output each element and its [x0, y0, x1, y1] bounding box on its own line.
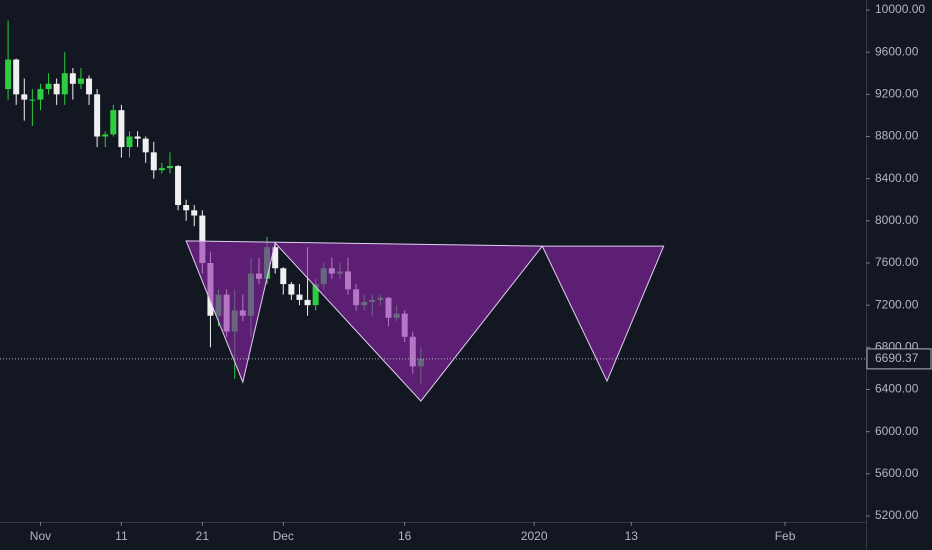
- candle-body: [304, 299, 311, 306]
- candle-body: [37, 89, 44, 100]
- candle-body: [13, 59, 20, 95]
- candle-body: [102, 134, 109, 137]
- candle-body: [86, 78, 93, 95]
- candle-body: [45, 83, 52, 90]
- candle-body: [288, 284, 295, 295]
- pattern-drawing: [185, 240, 665, 402]
- y-tick-label: 6000.00: [875, 424, 919, 438]
- x-tick-label: Feb: [775, 529, 796, 543]
- candle-body: [69, 73, 76, 84]
- candle-body: [158, 168, 165, 171]
- candle-body: [296, 294, 303, 300]
- candle-body: [29, 99, 36, 101]
- candle-body: [175, 166, 182, 206]
- x-tick-label: 13: [625, 529, 639, 543]
- candle-body: [166, 166, 173, 169]
- y-tick-label: 6400.00: [875, 382, 919, 396]
- y-tick-label: 10000.00: [875, 2, 925, 16]
- candle-body: [94, 94, 101, 137]
- candle-body: [134, 136, 141, 139]
- candle-body: [77, 78, 84, 84]
- candle-body: [118, 110, 125, 148]
- y-tick-label: 9600.00: [875, 44, 919, 58]
- candle-body: [61, 73, 68, 95]
- candle-body: [150, 152, 157, 171]
- y-tick-label: 8000.00: [875, 213, 919, 227]
- candle-body: [142, 138, 149, 153]
- x-tick-label: Dec: [273, 529, 294, 543]
- candle-body: [53, 83, 60, 95]
- candle-body: [272, 247, 279, 269]
- candle-body: [21, 94, 28, 100]
- y-tick-label: 7600.00: [875, 255, 919, 269]
- candle-body: [199, 215, 206, 264]
- y-tick-label: 8400.00: [875, 171, 919, 185]
- x-tick-label: 16: [398, 529, 412, 543]
- y-tick-label: 7200.00: [875, 297, 919, 311]
- x-tick-label: 11: [115, 529, 128, 543]
- candle-body: [183, 205, 190, 211]
- candle-body: [5, 59, 12, 90]
- candle-body: [191, 210, 198, 216]
- x-tick-label: Nov: [30, 529, 51, 543]
- candle-body: [312, 284, 319, 306]
- last-price-box: [866, 348, 932, 370]
- x-tick-label: 2020: [521, 529, 548, 543]
- y-tick-label: 5200.00: [875, 508, 919, 522]
- y-tick-label: 5600.00: [875, 466, 919, 480]
- candle-body: [126, 136, 133, 148]
- x-tick-label: 21: [196, 529, 210, 543]
- y-tick-label: 9200.00: [875, 87, 919, 101]
- candle-body: [110, 110, 117, 135]
- last-price-label: 6690.37: [875, 351, 919, 365]
- y-tick-label: 8800.00: [875, 129, 919, 143]
- candle-body: [280, 268, 287, 285]
